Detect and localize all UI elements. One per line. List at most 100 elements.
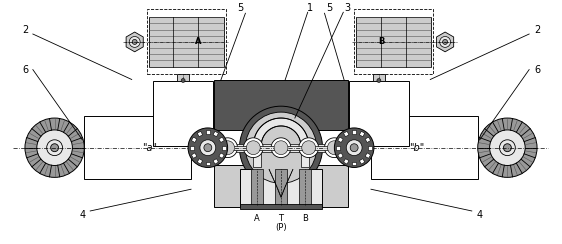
Bar bbox=[338, 137, 343, 142]
Circle shape bbox=[439, 37, 451, 47]
Circle shape bbox=[504, 144, 511, 152]
Bar bbox=[191, 146, 371, 150]
Circle shape bbox=[204, 144, 212, 152]
Bar bbox=[192, 137, 197, 142]
Bar bbox=[338, 153, 343, 158]
Circle shape bbox=[328, 141, 341, 155]
Bar bbox=[197, 159, 203, 164]
Text: 1: 1 bbox=[307, 3, 312, 13]
Circle shape bbox=[37, 130, 72, 165]
Bar bbox=[206, 130, 210, 134]
Circle shape bbox=[334, 128, 374, 167]
Circle shape bbox=[221, 141, 234, 155]
Bar bbox=[356, 17, 431, 67]
Bar bbox=[359, 131, 365, 137]
Circle shape bbox=[478, 118, 537, 177]
Bar bbox=[197, 131, 203, 137]
Circle shape bbox=[217, 138, 238, 158]
Bar bbox=[365, 137, 370, 142]
Text: 6: 6 bbox=[22, 65, 28, 75]
Bar bbox=[352, 130, 356, 134]
Circle shape bbox=[346, 140, 362, 156]
Polygon shape bbox=[253, 118, 309, 146]
Circle shape bbox=[345, 138, 364, 158]
Circle shape bbox=[302, 141, 316, 155]
Circle shape bbox=[188, 128, 228, 167]
Circle shape bbox=[47, 140, 62, 156]
Bar bbox=[191, 144, 371, 152]
Bar bbox=[371, 116, 478, 179]
Text: 6: 6 bbox=[534, 65, 540, 75]
Bar bbox=[219, 153, 224, 158]
Circle shape bbox=[377, 79, 381, 82]
Bar bbox=[352, 162, 356, 165]
Bar bbox=[214, 81, 348, 130]
Circle shape bbox=[274, 141, 288, 155]
Bar bbox=[190, 146, 194, 150]
Bar bbox=[251, 169, 263, 205]
Bar bbox=[343, 131, 349, 137]
Text: 4: 4 bbox=[79, 210, 85, 220]
Circle shape bbox=[490, 130, 525, 165]
Text: 2: 2 bbox=[534, 25, 540, 35]
Bar bbox=[177, 73, 189, 81]
Text: 2: 2 bbox=[22, 25, 28, 35]
Bar bbox=[219, 137, 224, 142]
Circle shape bbox=[443, 40, 447, 44]
Bar bbox=[206, 162, 210, 165]
Text: 5: 5 bbox=[237, 3, 243, 13]
Circle shape bbox=[347, 141, 361, 155]
Bar bbox=[221, 146, 225, 150]
Text: B: B bbox=[302, 214, 307, 223]
Circle shape bbox=[181, 79, 185, 82]
Bar bbox=[84, 116, 191, 179]
Bar bbox=[343, 159, 349, 164]
Bar bbox=[301, 144, 309, 167]
Bar bbox=[354, 9, 433, 73]
Polygon shape bbox=[437, 32, 454, 52]
Bar bbox=[192, 153, 197, 158]
Circle shape bbox=[246, 141, 260, 155]
Text: A: A bbox=[255, 214, 260, 223]
Bar bbox=[275, 169, 287, 205]
Bar bbox=[213, 131, 219, 137]
Circle shape bbox=[51, 144, 58, 152]
Text: 3: 3 bbox=[344, 3, 350, 13]
Circle shape bbox=[129, 37, 140, 47]
Text: 4: 4 bbox=[477, 210, 483, 220]
Bar bbox=[253, 144, 261, 167]
Circle shape bbox=[350, 144, 358, 152]
Circle shape bbox=[25, 118, 84, 177]
Text: T: T bbox=[279, 214, 283, 223]
Text: (P): (P) bbox=[275, 223, 287, 232]
Bar bbox=[365, 153, 370, 158]
Text: B: B bbox=[379, 37, 385, 46]
Circle shape bbox=[500, 140, 515, 156]
Circle shape bbox=[239, 106, 323, 189]
Bar bbox=[214, 165, 348, 207]
Bar bbox=[299, 169, 311, 205]
Bar bbox=[359, 159, 365, 164]
Circle shape bbox=[324, 138, 345, 158]
Bar bbox=[337, 146, 341, 150]
Polygon shape bbox=[126, 32, 143, 52]
Bar bbox=[147, 9, 225, 73]
Bar bbox=[148, 17, 224, 67]
Text: 5: 5 bbox=[327, 3, 333, 13]
Bar bbox=[153, 81, 213, 146]
Bar bbox=[213, 159, 219, 164]
Circle shape bbox=[200, 140, 216, 156]
Text: "a": "a" bbox=[142, 143, 157, 153]
Text: A: A bbox=[194, 37, 201, 46]
Bar bbox=[368, 146, 372, 150]
Circle shape bbox=[271, 138, 291, 158]
Bar bbox=[349, 81, 409, 146]
Circle shape bbox=[201, 141, 215, 155]
Circle shape bbox=[243, 138, 263, 158]
Circle shape bbox=[246, 112, 316, 183]
Bar bbox=[241, 169, 321, 207]
Circle shape bbox=[299, 138, 319, 158]
Circle shape bbox=[198, 138, 217, 158]
Bar bbox=[241, 204, 321, 209]
Bar bbox=[373, 73, 385, 81]
